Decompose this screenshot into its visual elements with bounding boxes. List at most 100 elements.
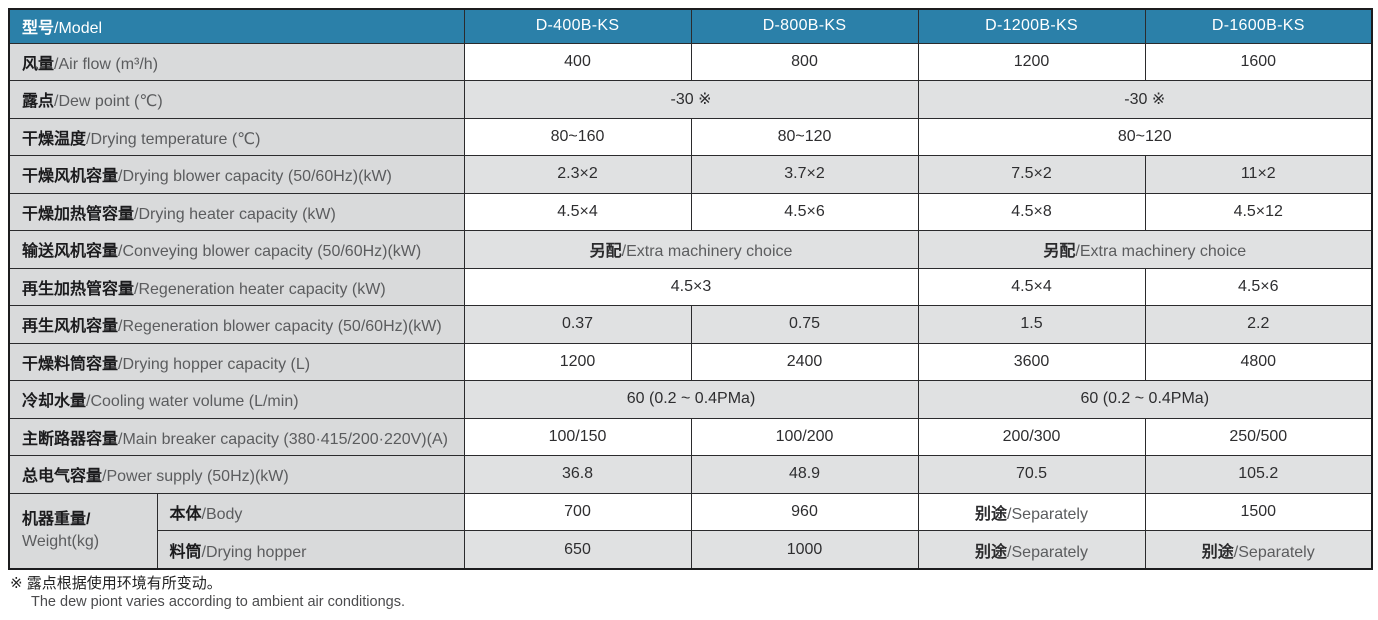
cell: 4.5×12 xyxy=(1144,192,1373,232)
cell-en: /Extra machinery choice xyxy=(1075,243,1247,261)
row-label-en: /Regeneration blower capacity (50/60Hz)(… xyxy=(118,318,442,336)
row-label-zh: 本体 xyxy=(169,505,202,523)
row-label: 干燥料筒容量/Drying hopper capacity (L) xyxy=(8,342,465,382)
cell-merged: 80~120 xyxy=(917,117,1373,157)
cell: 4.5×6 xyxy=(1144,267,1373,307)
row-main-breaker-capacity: 主断路器容量/Main breaker capacity (380·415/20… xyxy=(8,417,1373,457)
cell: 100/150 xyxy=(463,417,692,457)
row-dew-point: 露点/Dew point (℃) -30 ※ -30 ※ xyxy=(8,80,1373,119)
cell-zh: 另配 xyxy=(589,243,622,261)
row-label-en: /Main breaker capacity (380·415/200·220V… xyxy=(118,430,448,448)
row-power-supply: 总电气容量/Power supply (50Hz)(kW) 36.8 48.9 … xyxy=(8,455,1373,494)
row-label-en: /Air flow (m³/h) xyxy=(54,55,159,73)
row-label-zh: 再生加热管容量 xyxy=(22,280,135,298)
cell: 80~160 xyxy=(463,117,692,157)
row-label-en: /Power supply (50Hz)(kW) xyxy=(102,468,289,486)
row-label-en: /Cooling water volume (L/min) xyxy=(86,393,299,411)
cell: 70.5 xyxy=(917,455,1146,494)
row-drying-hopper-capacity: 干燥料筒容量/Drying hopper capacity (L) 1200 2… xyxy=(8,342,1373,382)
row-regeneration-heater-capacity: 再生加热管容量/Regeneration heater capacity (kW… xyxy=(8,267,1373,307)
cell: 48.9 xyxy=(690,455,919,494)
row-label: 干燥加热管容量/Drying heater capacity (kW) xyxy=(8,192,465,232)
cell-zh: 另配 xyxy=(1043,243,1076,261)
cell: 1.5 xyxy=(917,305,1146,344)
cell: 80~120 xyxy=(690,117,919,157)
row-label: 干燥风机容量/Drying blower capacity (50/60Hz)(… xyxy=(8,155,465,194)
cell-en: /Separately xyxy=(1007,543,1088,561)
cell: 250/500 xyxy=(1144,417,1373,457)
cell-merged: -30 ※ xyxy=(463,80,919,119)
cell: 4800 xyxy=(1144,342,1373,382)
row-regeneration-blower-capacity: 再生风机容量/Regeneration blower capacity (50/… xyxy=(8,305,1373,344)
cell: 2.3×2 xyxy=(463,155,692,194)
column-header-d400: D-400B-KS xyxy=(463,8,692,44)
row-label: 再生加热管容量/Regeneration heater capacity (kW… xyxy=(8,267,465,307)
cell: 11×2 xyxy=(1144,155,1373,194)
row-label: 总电气容量/Power supply (50Hz)(kW) xyxy=(8,455,465,494)
cell-en: /Separately xyxy=(1007,505,1088,523)
row-label-en: /Regeneration heater capacity (kW) xyxy=(134,280,386,298)
cell-zh: 别途 xyxy=(1201,543,1234,561)
column-header-d1200: D-1200B-KS xyxy=(917,8,1146,44)
spec-table: 型号/Model D-400B-KS D-800B-KS D-1200B-KS … xyxy=(8,8,1374,570)
cell: 105.2 xyxy=(1144,455,1373,494)
cell-en: /Extra machinery choice xyxy=(621,243,793,261)
row-label: 主断路器容量/Main breaker capacity (380·415/20… xyxy=(8,417,465,457)
cell: 4.5×4 xyxy=(463,192,692,232)
row-conveying-blower-capacity: 输送风机容量/Conveying blower capacity (50/60H… xyxy=(8,230,1373,269)
cell: 700 xyxy=(463,492,692,532)
row-label: 风量/Air flow (m³/h) xyxy=(8,42,465,82)
row-label-zh: 干燥料筒容量 xyxy=(22,355,119,373)
row-label: 干燥温度/Drying temperature (℃) xyxy=(8,117,465,157)
row-label-en: /Body xyxy=(201,505,243,523)
cell-merged: 另配/Extra machinery choice xyxy=(463,230,919,269)
footnote-en: The dew piont varies according to ambien… xyxy=(31,594,405,610)
cell: 别途/Separately xyxy=(917,530,1146,570)
cell: 1600 xyxy=(1144,42,1373,82)
row-label-zh: 干燥温度 xyxy=(22,130,87,148)
weight-group-label: 机器重量/Weight(kg) xyxy=(8,492,158,570)
cell-en: /Separately xyxy=(1233,543,1315,561)
footnote-zh: ※ 露点根据使用环境有所变动。 xyxy=(10,575,222,592)
cell: 4.5×6 xyxy=(690,192,919,232)
row-label-zh: 干燥加热管容量 xyxy=(22,205,135,223)
weight-label-en: Weight(kg) xyxy=(22,532,100,550)
row-label-zh: 料筒 xyxy=(169,543,202,561)
cell: 别途/Separately xyxy=(917,492,1146,532)
row-label-en: /Drying hopper xyxy=(201,543,307,561)
row-label-en: /Drying hopper capacity (L) xyxy=(118,355,311,373)
row-label-zh: 主断路器容量 xyxy=(22,430,119,448)
cell: 650 xyxy=(463,530,692,570)
header-label-en: /Model xyxy=(54,20,103,38)
header-label-zh: 型号 xyxy=(22,20,55,38)
cell: 100/200 xyxy=(690,417,919,457)
cell: 36.8 xyxy=(463,455,692,494)
row-label-en: /Dew point (℃) xyxy=(54,93,163,111)
cell-merged: 60 (0.2 ~ 0.4PMa) xyxy=(463,380,919,419)
row-label-zh: 总电气容量 xyxy=(22,468,103,486)
row-label-en: /Conveying blower capacity (50/60Hz)(kW) xyxy=(118,243,422,261)
cell-merged: 另配/Extra machinery choice xyxy=(917,230,1373,269)
row-air-flow: 风量/Air flow (m³/h) 400 800 1200 1600 xyxy=(8,42,1373,82)
weight-sub-label-hopper: 料筒/Drying hopper xyxy=(156,530,465,570)
header-label-model: 型号/Model xyxy=(8,8,465,44)
row-drying-temperature: 干燥温度/Drying temperature (℃) 80~160 80~12… xyxy=(8,117,1373,157)
footnote: ※ 露点根据使用环境有所变动。 The dew piont varies acc… xyxy=(10,575,405,611)
row-label-zh: 冷却水量 xyxy=(22,393,87,411)
cell: 7.5×2 xyxy=(917,155,1146,194)
row-cooling-water-volume: 冷却水量/Cooling water volume (L/min) 60 (0.… xyxy=(8,380,1373,419)
row-label-zh: 干燥风机容量 xyxy=(22,168,119,186)
row-label-en: /Drying temperature (℃) xyxy=(86,130,261,148)
cell: 1200 xyxy=(917,42,1146,82)
row-label: 输送风机容量/Conveying blower capacity (50/60H… xyxy=(8,230,465,269)
row-label: 冷却水量/Cooling water volume (L/min) xyxy=(8,380,465,419)
cell-merged: 60 (0.2 ~ 0.4PMa) xyxy=(917,380,1373,419)
cell: 4.5×8 xyxy=(917,192,1146,232)
column-header-d1600: D-1600B-KS xyxy=(1144,8,1373,44)
cell: 2.2 xyxy=(1144,305,1373,344)
cell: 200/300 xyxy=(917,417,1146,457)
cell: 800 xyxy=(690,42,919,82)
weight-label-zh: 机器重量/ xyxy=(22,511,91,529)
row-label-en: /Drying heater capacity (kW) xyxy=(134,205,336,223)
